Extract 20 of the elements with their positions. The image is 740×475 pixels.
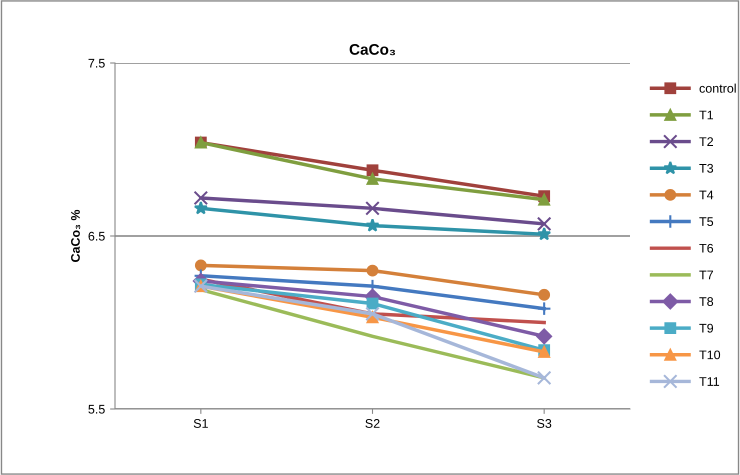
legend-label: T9	[699, 324, 714, 333]
y-axis-title: CaCo₃ %	[71, 210, 80, 262]
y-tick-label: 5.5	[88, 404, 105, 414]
legend-label: T8	[699, 297, 714, 306]
y-tick-label: 7.5	[88, 58, 105, 68]
legend-label: T10	[699, 350, 720, 360]
x-tick-label: S2	[365, 419, 380, 428]
y-tick-label: 6.5	[88, 232, 105, 241]
chart-title: CaCo₃	[350, 44, 396, 56]
legend-label: T4	[699, 190, 714, 200]
legend-label: T3	[699, 164, 714, 173]
legend-label: T6	[699, 244, 714, 253]
legend-label: control	[700, 84, 736, 93]
x-tick-label: S1	[194, 419, 208, 428]
legend-label: T1	[699, 110, 714, 120]
legend-label: T5	[699, 217, 714, 226]
x-tick-label: S3	[537, 419, 552, 428]
legend-label: T2	[699, 137, 714, 146]
legend-label: T7	[699, 270, 714, 280]
legend-label: T11	[699, 377, 720, 386]
